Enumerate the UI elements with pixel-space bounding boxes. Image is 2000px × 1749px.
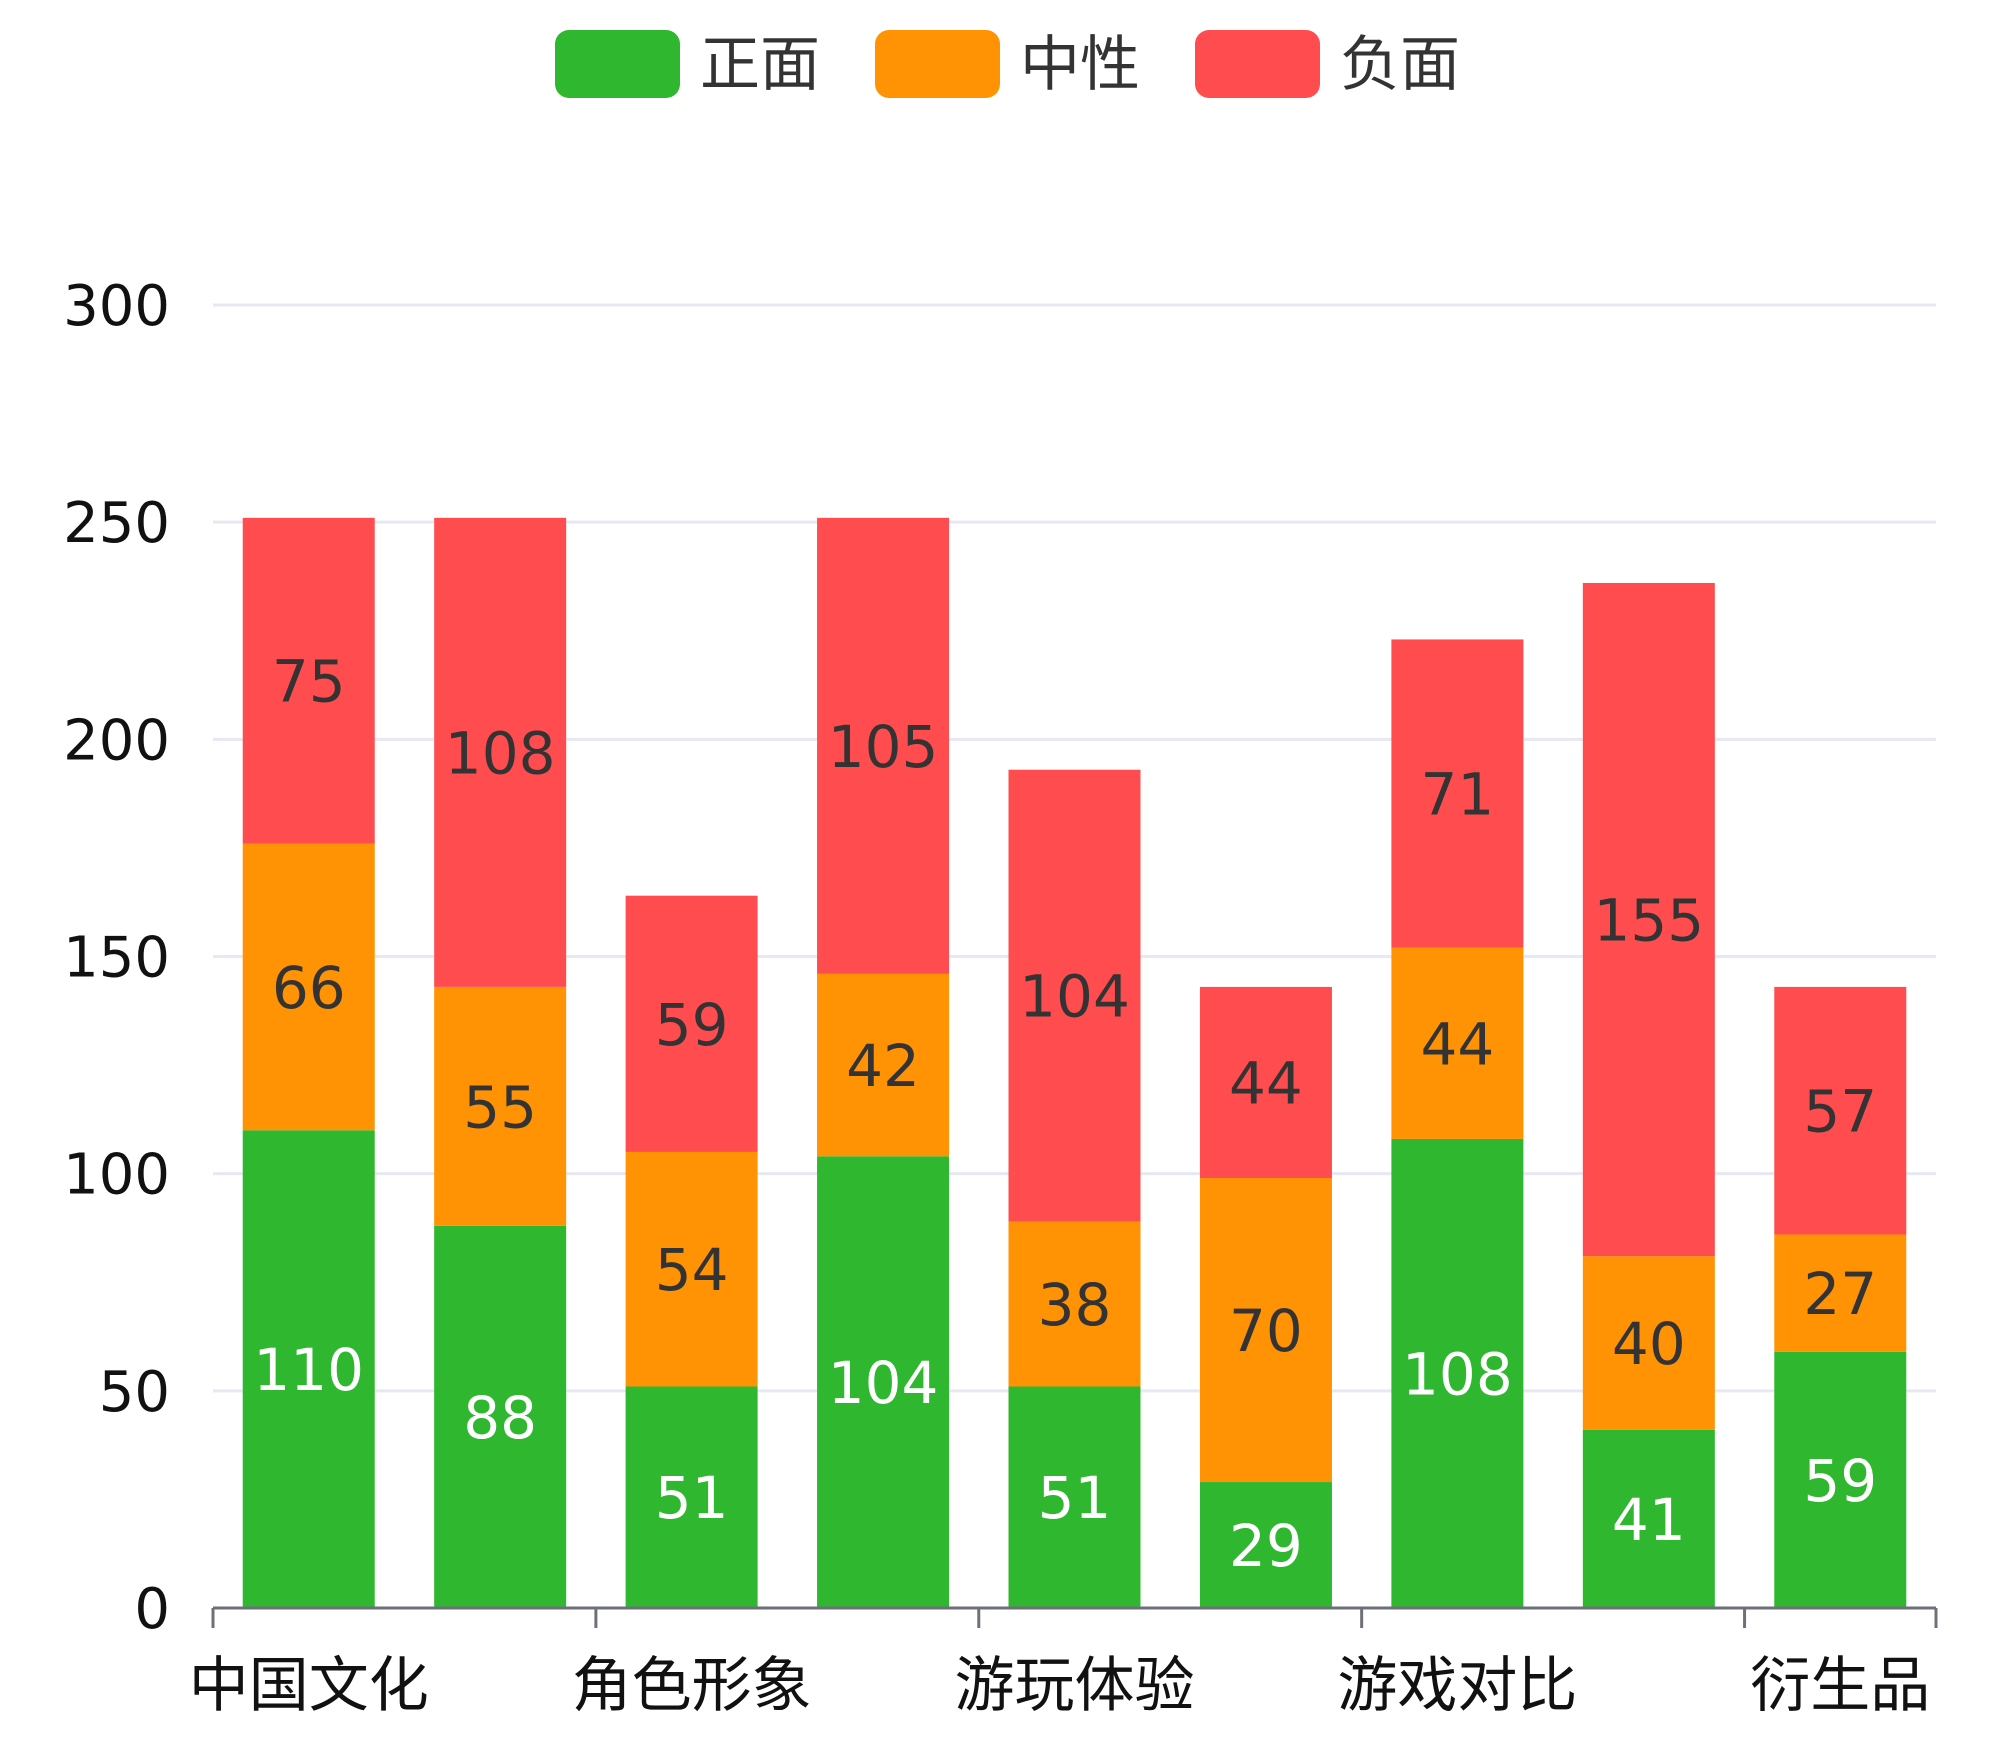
bar-segment[interactable]	[1199, 1178, 1332, 1483]
bar-segment[interactable]	[242, 1130, 375, 1608]
bar-segment[interactable]	[1774, 1234, 1907, 1352]
bar-value-label: 55	[463, 1073, 537, 1141]
bar-value-label: 44	[1229, 1049, 1303, 1117]
bar-value-label: 104	[828, 1349, 939, 1417]
bar-value-label: 42	[846, 1032, 920, 1100]
x-tick-label: 游戏对比	[1337, 1651, 1577, 1721]
bar-segment[interactable]	[1774, 1351, 1907, 1608]
bars	[242, 517, 1907, 1608]
bar-segment[interactable]	[625, 1386, 758, 1608]
y-tick-label: 100	[63, 1143, 170, 1208]
bar-value-label: 27	[1803, 1260, 1877, 1328]
legend-item[interactable]: 正面	[555, 30, 820, 100]
bar-segment[interactable]	[817, 973, 950, 1157]
bar-value-label: 44	[1420, 1010, 1494, 1078]
bar-labels: 110 88 51 104 51 29 108 41 59 66 55 54 42 38 70 44 40 27 7…	[253, 648, 1877, 1580]
bar-segment[interactable]	[1008, 1221, 1141, 1387]
bar-segment[interactable]	[1199, 986, 1332, 1179]
x-tick-label: 游玩体验	[955, 1651, 1195, 1721]
bar-segment[interactable]	[1391, 1138, 1524, 1608]
legend-label: 负面	[1340, 30, 1460, 100]
bar-value-label: 51	[1038, 1464, 1112, 1532]
legend-item[interactable]: 中性	[875, 30, 1140, 100]
legend-label: 中性	[1020, 30, 1140, 100]
bar-segment[interactable]	[817, 1156, 950, 1608]
bar-value-label: 108	[1402, 1340, 1513, 1408]
bar-value-label: 110	[253, 1336, 364, 1404]
bar-segment[interactable]	[1008, 769, 1141, 1222]
y-tick-label: 0	[134, 1577, 170, 1642]
bar-segment[interactable]	[1582, 1256, 1715, 1430]
y-tick-label: 150	[63, 926, 170, 991]
bar-segment[interactable]	[1008, 1386, 1141, 1608]
legend[interactable]: 正面 中性 负面	[555, 30, 1460, 100]
legend-swatch	[1195, 30, 1320, 98]
y-tick-label: 50	[99, 1360, 170, 1425]
x-tick-label: 角色形象	[572, 1651, 812, 1721]
bar-value-label: 57	[1803, 1078, 1877, 1146]
x-tick-label: 中国文化	[189, 1651, 429, 1721]
bar-segment[interactable]	[1582, 582, 1715, 1257]
bar-value-label: 70	[1229, 1297, 1303, 1365]
bar-segment[interactable]	[817, 517, 950, 974]
bar-segment[interactable]	[242, 843, 375, 1131]
bar-value-label: 66	[272, 954, 346, 1022]
bar-value-label: 51	[655, 1464, 729, 1532]
bar-value-label: 54	[655, 1236, 729, 1304]
bar-segment[interactable]	[1391, 639, 1524, 948]
bar-value-label: 59	[655, 991, 729, 1059]
bar-segment[interactable]	[434, 517, 567, 987]
bar-segment[interactable]	[242, 517, 375, 844]
bar-value-label: 108	[445, 719, 556, 787]
x-tick-label: 衍生品	[1750, 1651, 1930, 1721]
bar-segment[interactable]	[1774, 986, 1907, 1235]
legend-item[interactable]: 负面	[1195, 30, 1460, 100]
bar-value-label: 40	[1612, 1310, 1686, 1378]
bar-value-label: 75	[272, 648, 346, 716]
bar-value-label: 29	[1229, 1512, 1303, 1580]
bar-value-label: 38	[1038, 1271, 1112, 1339]
y-tick-label: 200	[63, 708, 170, 773]
legend-label: 正面	[700, 30, 820, 100]
bar-value-label: 105	[828, 713, 939, 781]
bar-value-label: 59	[1803, 1447, 1877, 1515]
bar-segment[interactable]	[434, 1225, 567, 1608]
legend-swatch	[555, 30, 680, 98]
bar-value-label: 104	[1019, 963, 1130, 1031]
y-tick-label: 300	[63, 274, 170, 339]
axes: 0 50 100 150 200 250 300 中国文化 角色形象 游玩体验 游戏对比 衍生品	[63, 274, 1938, 1721]
legend-swatch	[875, 30, 1000, 98]
bar-value-label: 71	[1420, 761, 1494, 829]
bar-value-label: 155	[1593, 887, 1704, 955]
bar-segment[interactable]	[625, 895, 758, 1152]
bar-value-label: 88	[463, 1384, 537, 1452]
y-tick-label: 250	[63, 491, 170, 556]
bar-segment[interactable]	[1199, 1482, 1332, 1608]
bar-segment[interactable]	[1582, 1429, 1715, 1608]
bar-segment[interactable]	[434, 986, 567, 1226]
bar-value-label: 41	[1612, 1486, 1686, 1554]
bar-segment[interactable]	[1391, 947, 1524, 1139]
bar-segment[interactable]	[625, 1151, 758, 1387]
